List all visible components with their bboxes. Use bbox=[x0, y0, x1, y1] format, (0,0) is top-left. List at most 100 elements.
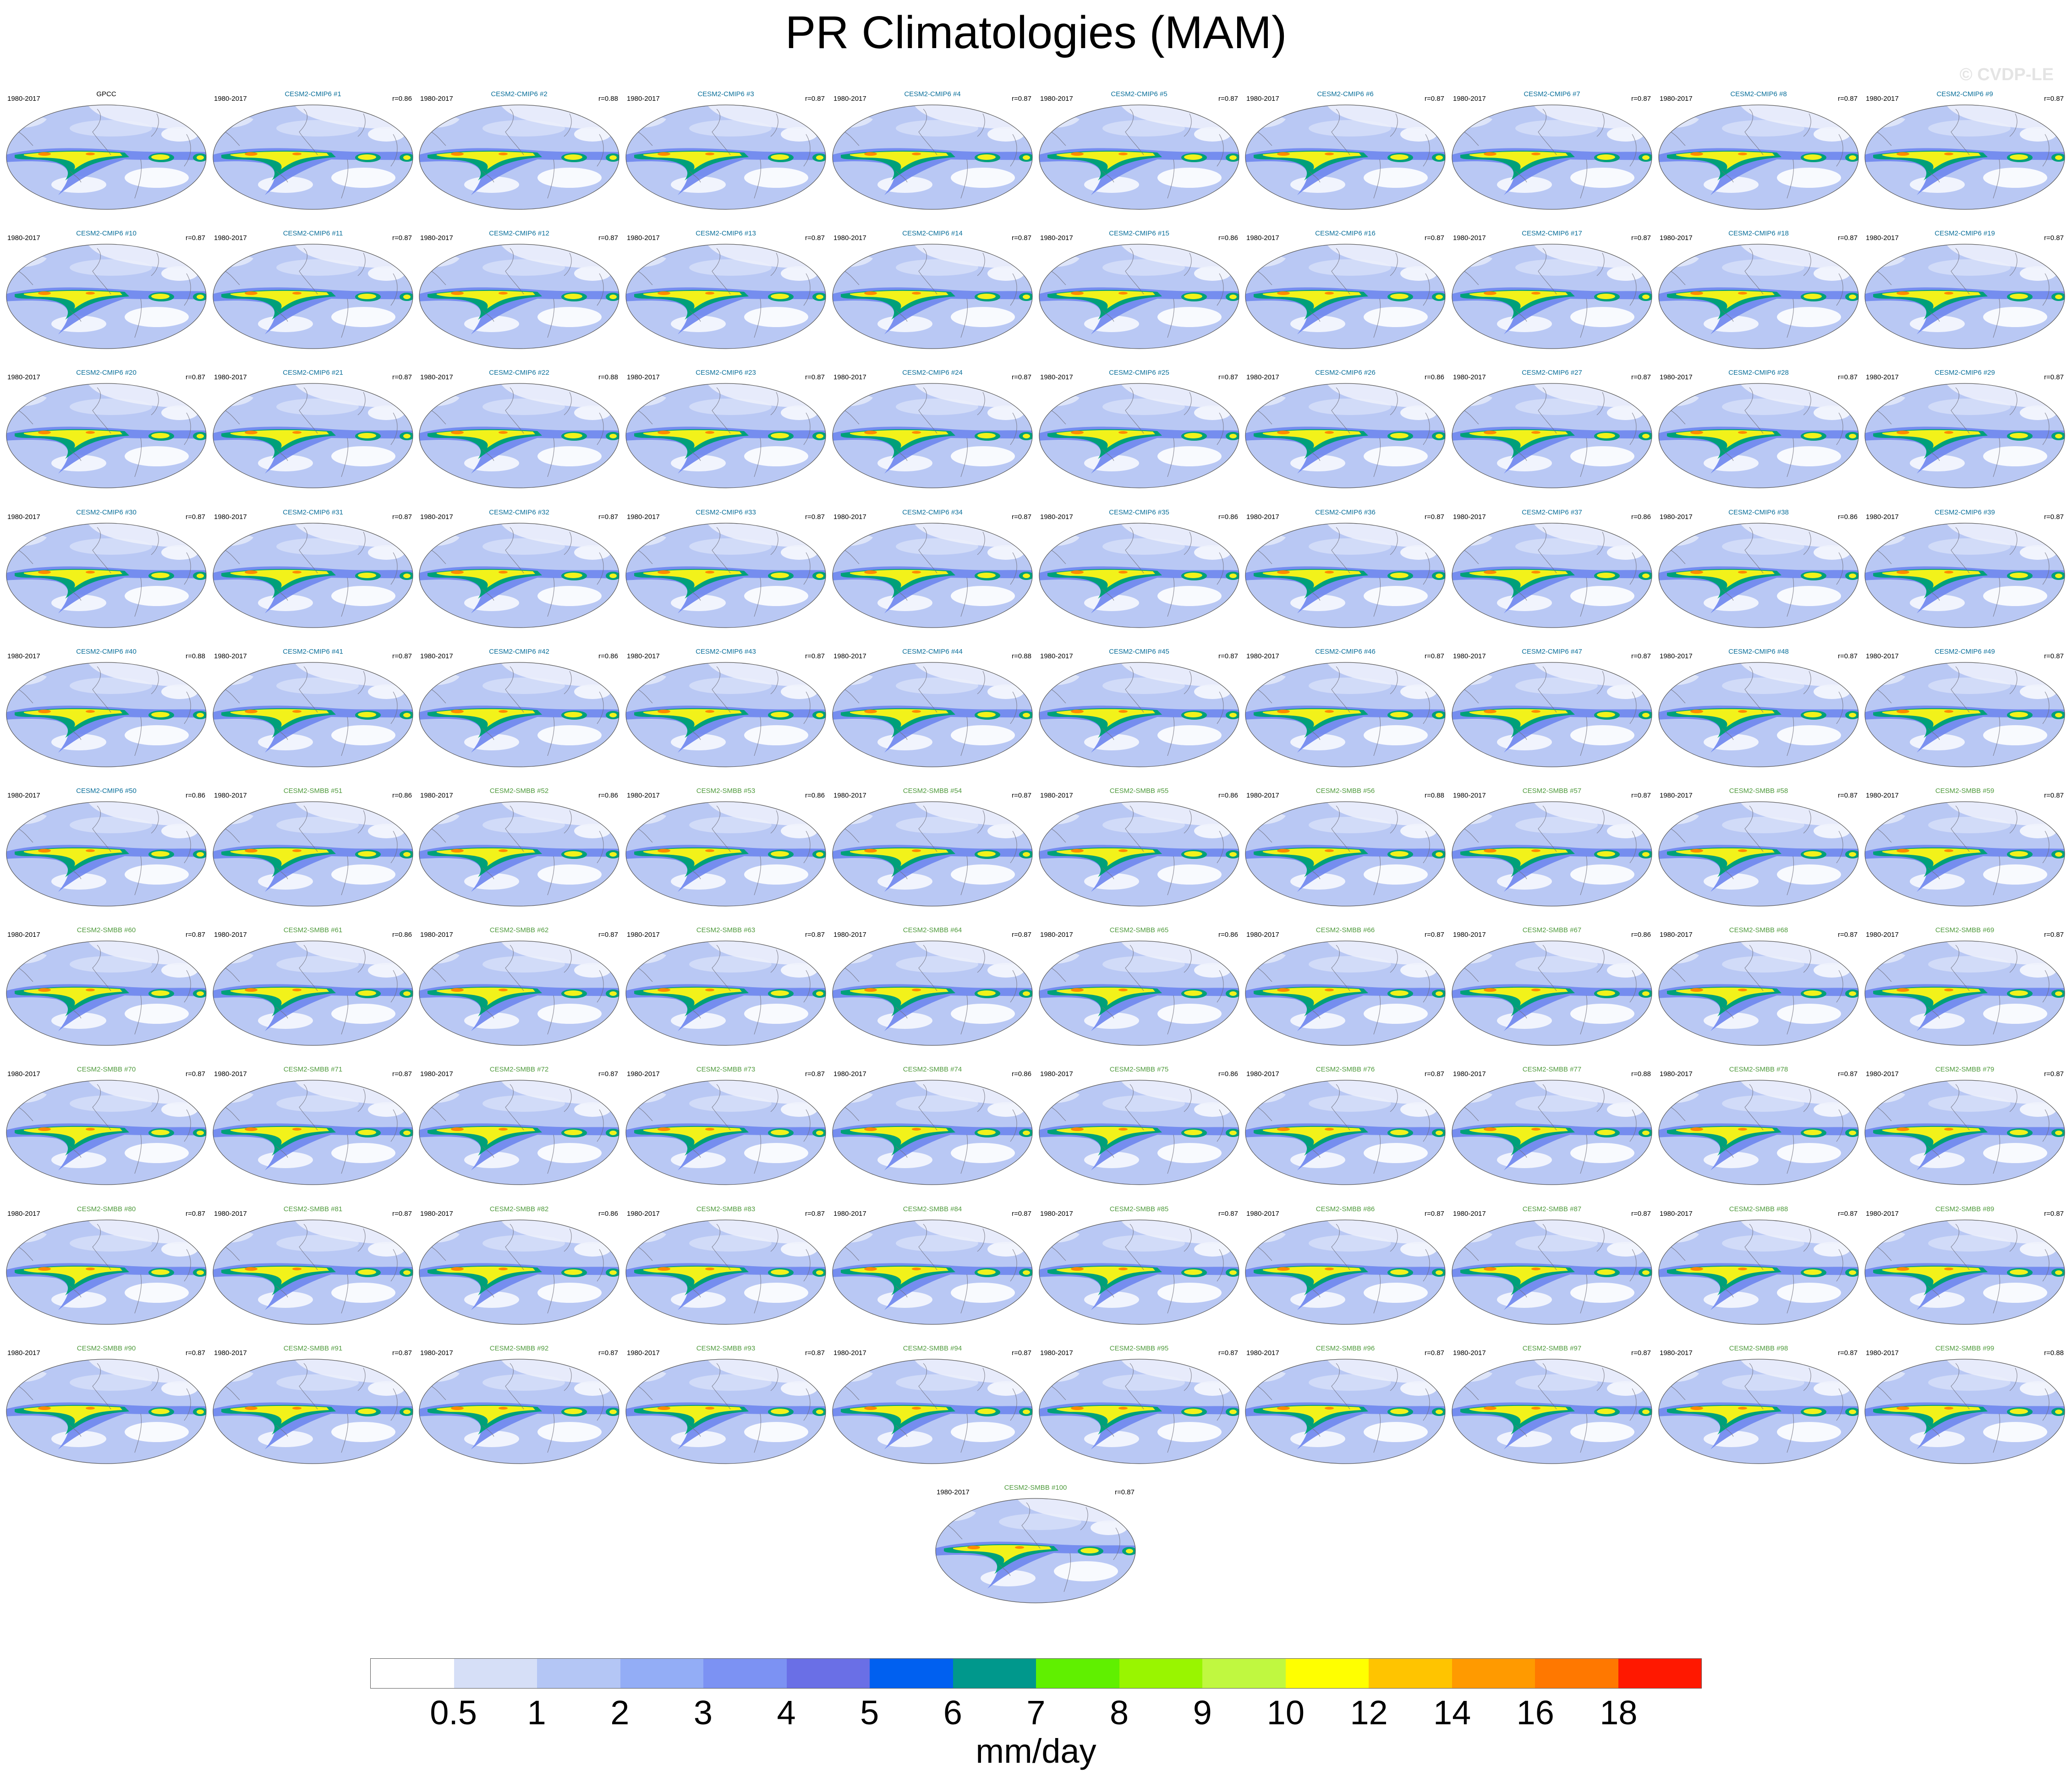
panel-period: 1980-2017 bbox=[214, 652, 247, 660]
precip-peak bbox=[38, 431, 51, 435]
map-outline bbox=[6, 244, 207, 349]
coastline bbox=[1124, 805, 1144, 852]
dry-zone bbox=[367, 545, 405, 560]
coastline bbox=[1744, 1224, 1764, 1270]
precip-band-inner bbox=[1873, 568, 1988, 599]
panel-correlation: r=0.87 bbox=[1012, 1349, 1031, 1357]
panel-correlation: r=0.88 bbox=[1425, 792, 1444, 799]
panel-correlation: r=0.87 bbox=[1012, 234, 1031, 242]
precip-band-core bbox=[850, 151, 948, 169]
coastline bbox=[151, 1228, 159, 1252]
precip-patch bbox=[1848, 852, 1856, 857]
precip-peak bbox=[292, 710, 301, 713]
panel-period: 1980-2017 bbox=[420, 234, 453, 242]
coastline bbox=[1515, 449, 1527, 461]
coastline bbox=[134, 577, 142, 617]
precip-peak bbox=[1325, 710, 1334, 713]
dry-zone bbox=[1309, 399, 1392, 415]
coastline bbox=[357, 531, 366, 555]
dry-zone bbox=[161, 1241, 198, 1257]
coastline bbox=[1331, 1363, 1350, 1410]
map-field bbox=[1658, 662, 1858, 767]
precip-peak bbox=[1483, 849, 1496, 853]
coastline bbox=[390, 691, 398, 724]
colorbar-swatch bbox=[953, 1659, 1036, 1688]
coastline bbox=[689, 449, 701, 461]
coastline bbox=[390, 1249, 398, 1281]
panel-period: 1980-2017 bbox=[1866, 792, 1899, 799]
coastline bbox=[1010, 970, 1017, 1003]
panel-period: 1980-2017 bbox=[1453, 652, 1486, 660]
precip-peak bbox=[864, 988, 877, 992]
map-outline bbox=[1864, 662, 2065, 767]
map-outline bbox=[832, 244, 1033, 349]
precip-peak bbox=[1738, 710, 1747, 713]
map-outline bbox=[213, 1359, 413, 1464]
precip-peak bbox=[86, 1128, 95, 1131]
colorbar-tick-labels: 0.5 1 2 3 4 5 6 7 8 9 10 12 14 16 18 bbox=[370, 1693, 1702, 1734]
coastline bbox=[977, 1367, 985, 1391]
coastline bbox=[803, 552, 811, 585]
coastline bbox=[1787, 438, 1794, 477]
precip-patch bbox=[771, 154, 789, 160]
coastline bbox=[184, 831, 191, 864]
precip-band-inner bbox=[840, 847, 955, 877]
dry-zone bbox=[1194, 684, 1231, 699]
dry-zone bbox=[1606, 963, 1644, 978]
panel-period: 1980-2017 bbox=[627, 1210, 660, 1218]
panel-period: 1980-2017 bbox=[627, 373, 660, 381]
precip-patch bbox=[1436, 295, 1443, 300]
coastline bbox=[2042, 552, 2050, 585]
precip-band-inner bbox=[15, 1405, 129, 1435]
panel-title: CESM2-SMBB #70 bbox=[77, 1066, 136, 1073]
map-field bbox=[1452, 383, 1652, 488]
precip-band-inner bbox=[1047, 1405, 1162, 1435]
coastline bbox=[1580, 1274, 1587, 1313]
coastline bbox=[1423, 691, 1430, 724]
map-outline bbox=[213, 940, 413, 1046]
precip-patch bbox=[1803, 1269, 1822, 1275]
coastline bbox=[1331, 109, 1350, 155]
panel-period: 1980-2017 bbox=[420, 792, 453, 799]
colorbar bbox=[370, 1658, 1702, 1689]
coastline bbox=[1217, 691, 1224, 724]
colorbar-swatch bbox=[1618, 1659, 1701, 1688]
map-field bbox=[6, 662, 206, 767]
coastline bbox=[298, 666, 318, 713]
precip-peak bbox=[658, 291, 671, 295]
map-field bbox=[1658, 523, 1858, 628]
coastline bbox=[69, 1425, 82, 1437]
coastline bbox=[1515, 310, 1527, 322]
coastline bbox=[1010, 831, 1017, 864]
dry-zone bbox=[331, 725, 395, 745]
dry-zone bbox=[1813, 266, 1850, 281]
precip-band-core bbox=[1882, 1405, 1981, 1424]
precip-peak bbox=[86, 431, 95, 434]
precip-peak bbox=[1738, 1128, 1747, 1131]
coastline bbox=[1744, 805, 1764, 852]
precip-peak bbox=[292, 570, 301, 574]
precip-band-inner bbox=[840, 568, 955, 599]
dry-zone bbox=[1515, 538, 1598, 555]
coastline bbox=[151, 392, 159, 415]
precip-peak bbox=[1897, 291, 1910, 295]
precip-peak bbox=[1118, 153, 1128, 155]
coastline bbox=[1803, 1367, 1811, 1391]
precip-patch bbox=[357, 433, 376, 439]
precip-peak bbox=[911, 1267, 921, 1270]
map-field bbox=[626, 1080, 826, 1185]
panel-period: 1980-2017 bbox=[937, 1488, 970, 1496]
coastline bbox=[1629, 1249, 1637, 1281]
precip-band-inner bbox=[428, 1265, 543, 1296]
coastline bbox=[298, 388, 318, 434]
precip-patch bbox=[771, 572, 789, 578]
precip-peak bbox=[1690, 1267, 1703, 1271]
dry-zone bbox=[2020, 266, 2057, 281]
dry-zone bbox=[689, 1374, 772, 1391]
precip-band-inner bbox=[634, 429, 749, 459]
panel-period: 1980-2017 bbox=[7, 1349, 40, 1357]
coastline bbox=[1538, 1363, 1557, 1410]
panel-title: CESM2-CMIP6 #14 bbox=[902, 230, 963, 237]
